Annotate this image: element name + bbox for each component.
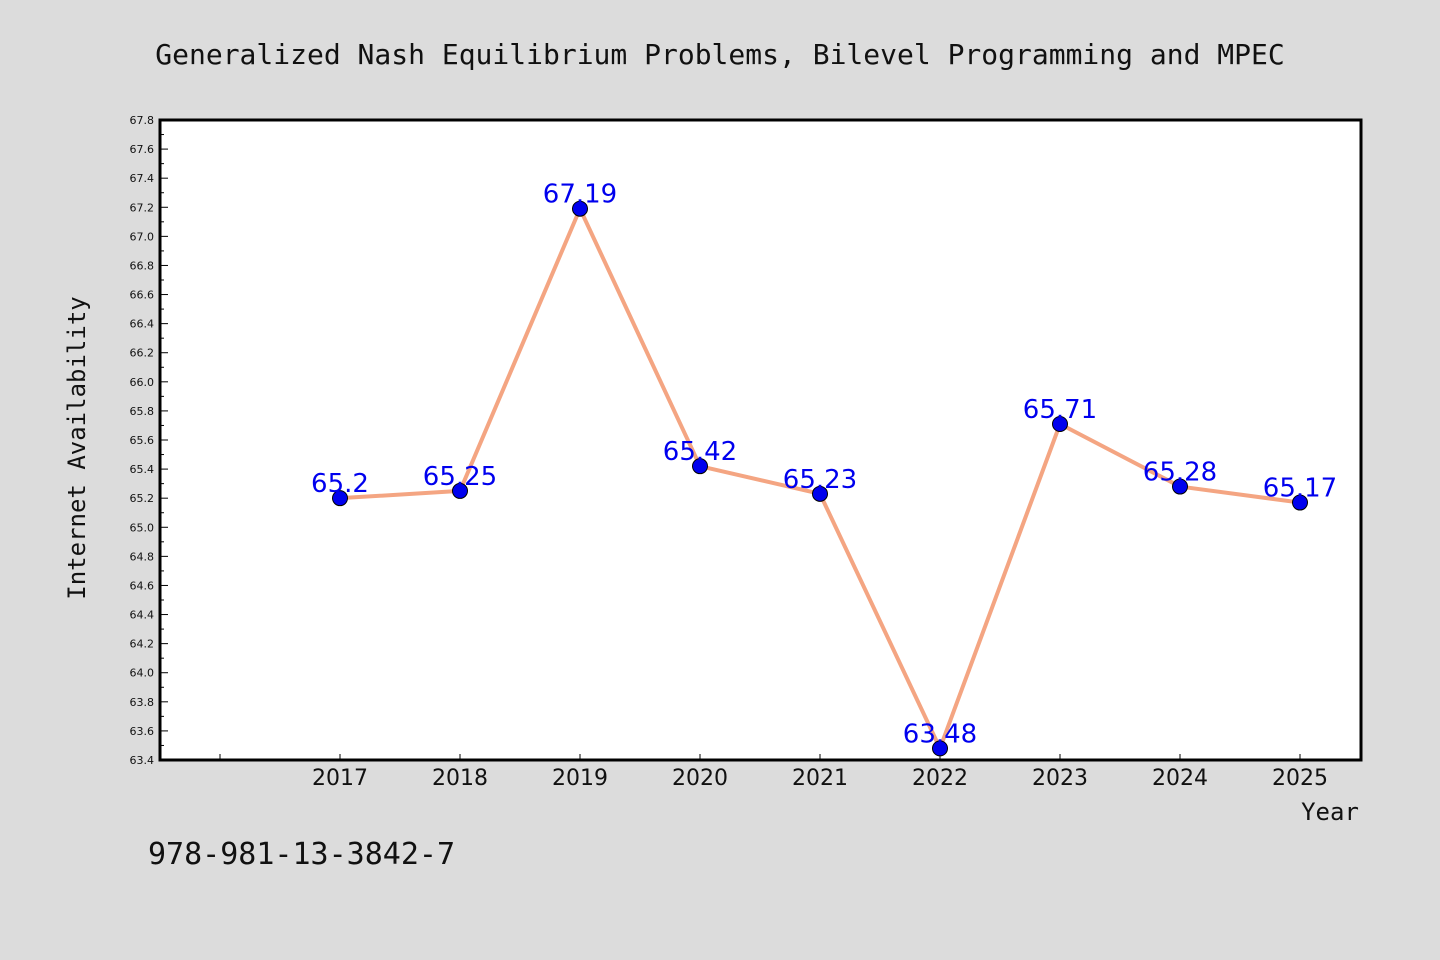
data-point (1052, 416, 1068, 432)
y-tick-label: 64.2 (130, 638, 155, 651)
y-tick-label: 63.6 (130, 725, 155, 738)
data-point (932, 740, 948, 757)
y-tick-label: 66.4 (130, 318, 155, 331)
y-tick-label: 66.6 (130, 289, 155, 302)
data-label: 65.28 (1143, 458, 1217, 488)
y-tick-label: 67.8 (130, 114, 155, 127)
y-tick-label: 64.6 (130, 579, 155, 592)
x-tick-label: 2022 (912, 766, 968, 791)
x-tick-label: 2023 (1032, 766, 1088, 791)
x-tick-label: 2020 (672, 766, 728, 791)
data-point (332, 490, 348, 507)
data-label: 63.48 (903, 719, 977, 749)
series-layer (332, 200, 1308, 757)
data-point (1172, 478, 1188, 495)
x-tick-label: 2025 (1272, 766, 1328, 791)
y-tick-label: 66.0 (130, 376, 155, 389)
data-label: 65.2 (311, 469, 369, 499)
y-tick-label: 67.0 (130, 230, 155, 243)
x-tick-label: 2021 (792, 766, 848, 791)
data-label: 65.71 (1023, 395, 1097, 425)
data-point (572, 200, 588, 217)
y-axis-label: Internet Availability (63, 296, 91, 599)
x-tick-label: 2018 (432, 766, 488, 791)
y-tick-label: 65.0 (130, 521, 155, 534)
y-tick-label: 65.6 (130, 434, 155, 447)
y-tick-label: 64.4 (130, 609, 155, 622)
plot-area (158, 118, 1363, 762)
data-point (452, 482, 468, 499)
x-tick-label: 2019 (552, 766, 608, 791)
y-tick-label: 65.2 (130, 492, 155, 505)
data-point (692, 458, 708, 475)
y-tick-label: 64.0 (130, 667, 155, 680)
isbn-text: 978-981-13-3842-7 (148, 837, 455, 872)
data-label: 67.19 (543, 180, 617, 210)
x-tick-label: 2017 (312, 766, 368, 791)
data-label: 65.17 (1263, 474, 1337, 504)
data-label: 65.23 (783, 465, 857, 495)
y-tick-label: 67.6 (130, 143, 155, 156)
data-label: 65.42 (663, 437, 737, 467)
y-tick-label: 63.4 (130, 754, 155, 767)
y-tick-label: 63.8 (130, 696, 155, 709)
data-point (1292, 494, 1308, 511)
y-tick-label: 66.8 (130, 259, 155, 272)
data-labels: 65.2 65.25 67.19 65.42 65.23 63.48 65.71 65.28 6… (311, 180, 1337, 750)
y-tick-label: 65.4 (130, 463, 155, 476)
y-tick-label: 66.2 (130, 347, 155, 360)
y-tick-label: 64.8 (130, 550, 155, 563)
x-tick-label: 2024 (1152, 766, 1208, 791)
y-tick-label: 67.2 (130, 201, 155, 214)
chart-title: Generalized Nash Equilibrium Problems, B… (155, 38, 1284, 71)
y-axis: 63.4 63.6 63.8 64.0 64.2 64.4 64.6 64.8 65.0 65.2… (130, 114, 168, 767)
data-point (812, 485, 828, 502)
data-label: 65.25 (423, 462, 497, 492)
x-axis: 2017 2018 2019 2020 2021 2022 2023 2024 2025 (219, 754, 1328, 791)
y-tick-label: 67.4 (130, 172, 155, 185)
y-tick-label: 65.8 (130, 405, 155, 418)
x-axis-label: Year (1301, 798, 1359, 826)
